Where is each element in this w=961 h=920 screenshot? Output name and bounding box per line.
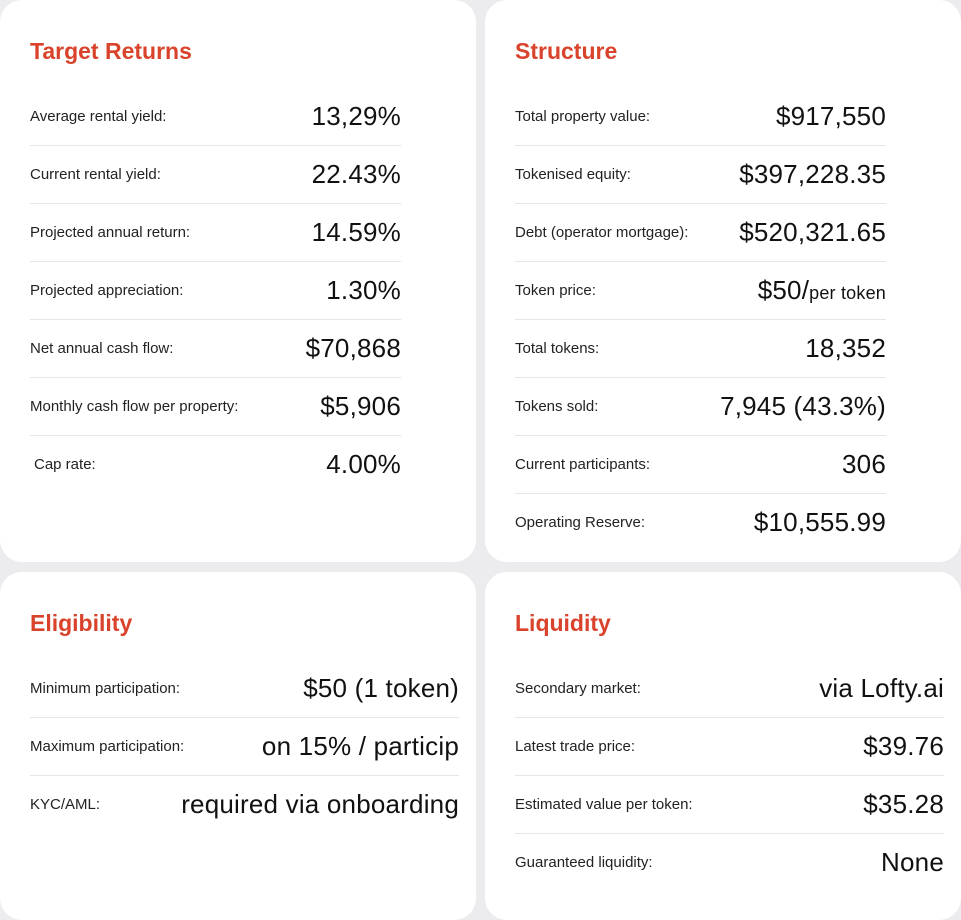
row-value: $35.28 bbox=[863, 789, 944, 819]
row-label: Current rental yield: bbox=[30, 166, 161, 183]
row-label: Total property value: bbox=[515, 108, 651, 125]
structure-row: Tokenised equity: $397,228.35 bbox=[515, 146, 886, 204]
liquidity-row: Secondary market: via Lofty.ai bbox=[515, 660, 944, 718]
row-label: Average rental yield: bbox=[30, 108, 167, 125]
row-label: Token price: bbox=[515, 282, 596, 299]
row-label: Guaranteed liquidity: bbox=[515, 854, 653, 871]
row-label: Debt (operator mortgage): bbox=[515, 224, 689, 241]
eligibility-row: KYC/AML: required via onboarding bbox=[30, 776, 459, 833]
eligibility-row: Maximum participation: on 15% / particip bbox=[30, 718, 459, 776]
row-value: 14.59% bbox=[311, 217, 401, 247]
liquidity-card: Liquidity Secondary market: via Lofty.ai … bbox=[485, 572, 961, 920]
row-value: $5,906 bbox=[320, 391, 401, 421]
row-value: $520,321.65 bbox=[739, 217, 886, 247]
row-label: Secondary market: bbox=[515, 680, 641, 697]
row-value: 7,945 (43.3%) bbox=[720, 391, 886, 421]
row-label: Total tokens: bbox=[515, 340, 600, 357]
token-price-unit: per token bbox=[809, 283, 886, 303]
row-value: $50 (1 token) bbox=[303, 673, 459, 703]
row-value: None bbox=[881, 847, 944, 877]
returns-row: Monthly cash flow per property: $5,906 bbox=[30, 378, 401, 436]
returns-row: Current rental yield: 22.43% bbox=[30, 146, 401, 204]
row-value: $50/ bbox=[757, 275, 810, 305]
row-value: $39.76 bbox=[863, 731, 944, 761]
target-returns-card: Target Returns Average rental yield: 13,2… bbox=[0, 0, 476, 562]
row-label: Maximum participation: bbox=[30, 738, 185, 755]
returns-row: Average rental yield: 13,29% bbox=[30, 88, 401, 146]
returns-row: Net annual cash flow: $70,868 bbox=[30, 320, 401, 378]
row-label: Minimum participation: bbox=[30, 680, 181, 697]
row-label: Estimated value per token: bbox=[515, 796, 693, 813]
structure-row: Current participants: 306 bbox=[515, 436, 886, 494]
row-label: Tokenised equity: bbox=[515, 166, 631, 183]
row-value: $70,868 bbox=[305, 333, 401, 363]
returns-row: Projected annual return: 14.59% bbox=[30, 204, 401, 262]
token-price-value: $50/per token bbox=[758, 275, 886, 306]
structure-title: Structure bbox=[515, 38, 618, 64]
row-label: Net annual cash flow: bbox=[30, 340, 174, 357]
structure-row: Token price: $50/per token bbox=[515, 262, 886, 320]
row-label: KYC/AML: bbox=[30, 796, 101, 813]
row-value: 4.00% bbox=[326, 449, 401, 479]
row-label: Cap rate: bbox=[34, 456, 96, 473]
target-returns-title: Target Returns bbox=[30, 38, 192, 64]
returns-row: Projected appreciation: 1.30% bbox=[30, 262, 401, 320]
row-value: 1.30% bbox=[326, 275, 401, 305]
row-value: $10,555.99 bbox=[753, 507, 886, 537]
structure-row: Debt (operator mortgage): $520,321.65 bbox=[515, 204, 886, 262]
row-value: on 15% / particip bbox=[261, 731, 459, 761]
row-value: $397,228.35 bbox=[739, 159, 886, 189]
liquidity-row: Guaranteed liquidity: None bbox=[515, 834, 944, 891]
row-value: 306 bbox=[842, 449, 886, 479]
row-value: 13,29% bbox=[311, 101, 401, 131]
row-value: 18,352 bbox=[805, 333, 886, 363]
row-label: Projected annual return: bbox=[30, 224, 191, 241]
returns-row: Cap rate: 4.00% bbox=[30, 436, 401, 493]
row-label: Current participants: bbox=[515, 456, 651, 473]
structure-row: Tokens sold: 7,945 (43.3%) bbox=[515, 378, 886, 436]
liquidity-row: Latest trade price: $39.76 bbox=[515, 718, 944, 776]
row-value: required via onboarding bbox=[181, 789, 459, 819]
eligibility-card: Eligibility Minimum participation: $50 (1… bbox=[0, 572, 476, 920]
structure-row: Total property value: $917,550 bbox=[515, 88, 886, 146]
structure-row: Total tokens: 18,352 bbox=[515, 320, 886, 378]
row-label: Operating Reserve: bbox=[515, 514, 646, 531]
row-label: Monthly cash flow per property: bbox=[30, 398, 239, 415]
row-label: Latest trade price: bbox=[515, 738, 636, 755]
eligibility-title: Eligibility bbox=[30, 610, 133, 636]
structure-card: Structure Total property value: $917,550 … bbox=[485, 0, 961, 562]
liquidity-row: Estimated value per token: $35.28 bbox=[515, 776, 944, 834]
eligibility-row: Minimum participation: $50 (1 token) bbox=[30, 660, 459, 718]
row-value: $917,550 bbox=[775, 101, 886, 131]
row-value: via Lofty.ai bbox=[819, 673, 944, 703]
liquidity-title: Liquidity bbox=[515, 610, 611, 636]
row-label: Tokens sold: bbox=[515, 398, 599, 415]
row-value: 22.43% bbox=[311, 159, 401, 189]
row-label: Projected appreciation: bbox=[30, 282, 184, 299]
structure-row: Operating Reserve: $10,555.99 bbox=[515, 494, 886, 551]
